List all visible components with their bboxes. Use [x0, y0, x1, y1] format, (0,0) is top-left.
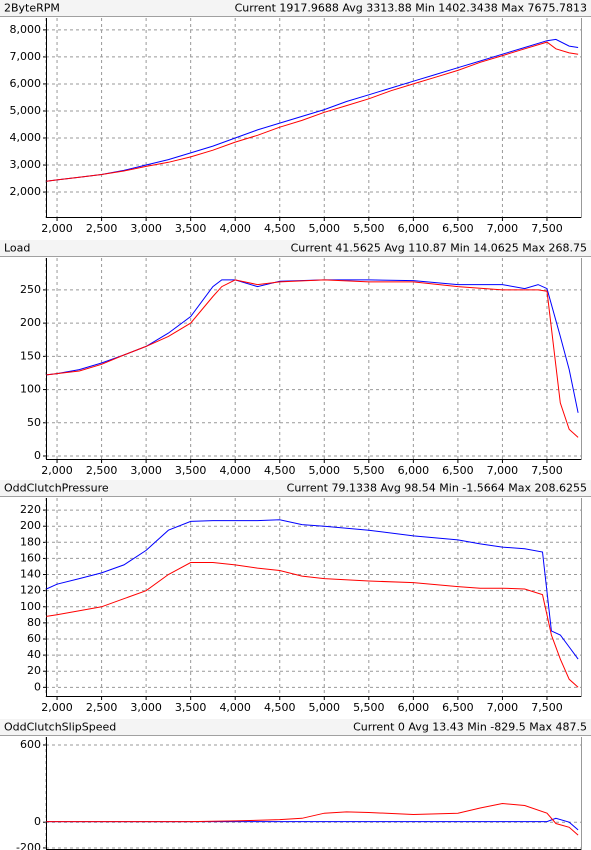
x-tick-label: 2,000	[41, 464, 73, 477]
y-tick-label: 140	[20, 568, 41, 581]
data-line	[46, 279, 579, 438]
y-tick-label: 80	[27, 616, 41, 629]
x-tick-label: 4,000	[219, 701, 251, 714]
y-tick-label: 600	[20, 738, 41, 751]
data-line	[46, 38, 579, 182]
y-tick-label: 8,000	[10, 23, 42, 36]
x-tick-label: 6,000	[398, 464, 430, 477]
data-line	[46, 41, 579, 182]
y-tick-label: 0	[34, 815, 41, 828]
y-tick-label: 4,000	[10, 131, 42, 144]
x-tick-label: 5,500	[353, 464, 385, 477]
y-tick-label: 100	[20, 383, 41, 396]
y-tick-label: 2,000	[10, 185, 42, 198]
y-tick-label: 40	[27, 648, 41, 661]
data-line	[46, 802, 579, 836]
x-tick-label: 5,000	[309, 701, 341, 714]
x-tick-label: 3,500	[175, 701, 207, 714]
x-tick-label: 7,000	[487, 222, 519, 235]
y-tick-label: 160	[20, 551, 41, 564]
x-tick-label: 7,500	[531, 701, 563, 714]
chart-title: Load	[4, 242, 30, 255]
x-tick-label: 5,000	[309, 222, 341, 235]
y-tick-label: 250	[20, 283, 41, 296]
chart-title: OddClutchPressure	[4, 482, 109, 495]
chart-panel: OddClutchPressure Current 79.1338 Avg 98.…	[0, 480, 591, 714]
chart-stats: Current 41.5625 Avg 110.87 Min 14.0625 M…	[291, 242, 587, 255]
x-tick-label: 4,000	[219, 464, 251, 477]
header-bar	[0, 719, 591, 735]
x-tick-label: 3,500	[175, 222, 207, 235]
x-tick-label: 5,000	[309, 464, 341, 477]
x-tick-label: 2,000	[41, 222, 73, 235]
x-tick-label: 5,500	[353, 222, 385, 235]
y-tick-label: 220	[20, 503, 41, 516]
x-tick-label: 6,000	[398, 222, 430, 235]
data-line	[46, 817, 579, 831]
chart-panel: OddClutchSlipSpeed Current 0 Avg 13.43 Mi…	[0, 719, 591, 850]
y-tick-label: 6,000	[10, 77, 42, 90]
x-tick-label: 6,500	[442, 701, 474, 714]
data-line	[46, 519, 579, 660]
x-tick-label: 5,500	[353, 701, 385, 714]
x-tick-label: 6,000	[398, 701, 430, 714]
x-tick-label: 4,500	[264, 464, 296, 477]
y-tick-label: 120	[20, 584, 41, 597]
x-tick-label: 3,500	[175, 464, 207, 477]
x-tick-label: 6,500	[442, 464, 474, 477]
data-line	[46, 562, 579, 688]
x-tick-label: 7,500	[531, 464, 563, 477]
x-tick-label: 7,500	[531, 222, 563, 235]
y-tick-label: 0	[34, 449, 41, 462]
y-tick-label: 200	[20, 316, 41, 329]
x-tick-label: 2,500	[86, 222, 118, 235]
chart-stats: Current 0 Avg 13.43 Min -829.5 Max 487.5	[353, 721, 587, 734]
y-tick-label: 100	[20, 600, 41, 613]
y-tick-label: 180	[20, 535, 41, 548]
y-tick-label: 20	[27, 664, 41, 677]
x-tick-label: 4,500	[264, 701, 296, 714]
x-tick-label: 2,500	[86, 701, 118, 714]
x-tick-label: 3,000	[130, 222, 162, 235]
x-tick-label: 3,000	[130, 464, 162, 477]
y-tick-label: 0	[34, 680, 41, 693]
y-tick-label: 3,000	[10, 158, 42, 171]
y-tick-label: 50	[27, 416, 41, 429]
x-tick-label: 7,000	[487, 701, 519, 714]
data-line	[46, 279, 579, 413]
y-tick-label: 7,000	[10, 50, 42, 63]
chart-stats: Current 79.1338 Avg 98.54 Min -1.5664 Ma…	[287, 482, 587, 495]
chart-panel: 2ByteRPM Current 1917.9688 Avg 3313.88 Mi…	[0, 0, 591, 235]
header-bar	[0, 240, 591, 256]
y-tick-label: 5,000	[10, 104, 42, 117]
x-tick-label: 4,500	[264, 222, 296, 235]
x-tick-label: 2,500	[86, 464, 118, 477]
chart-stats: Current 1917.9688 Avg 3313.88 Min 1402.3…	[235, 2, 587, 15]
x-tick-label: 3,000	[130, 701, 162, 714]
y-tick-label: 150	[20, 349, 41, 362]
x-tick-label: 7,000	[487, 464, 519, 477]
chart-title: 2ByteRPM	[4, 2, 60, 15]
chart-title: OddClutchSlipSpeed	[4, 721, 116, 734]
header-bar	[0, 0, 591, 16]
x-tick-label: 6,500	[442, 222, 474, 235]
header-bar	[0, 480, 591, 496]
chart-panel: Load Current 41.5625 Avg 110.87 Min 14.06…	[0, 240, 591, 477]
y-tick-label: 60	[27, 632, 41, 645]
y-tick-label: -200	[16, 841, 41, 850]
y-tick-label: 200	[20, 519, 41, 532]
x-tick-label: 4,000	[219, 222, 251, 235]
x-tick-label: 2,000	[41, 701, 73, 714]
